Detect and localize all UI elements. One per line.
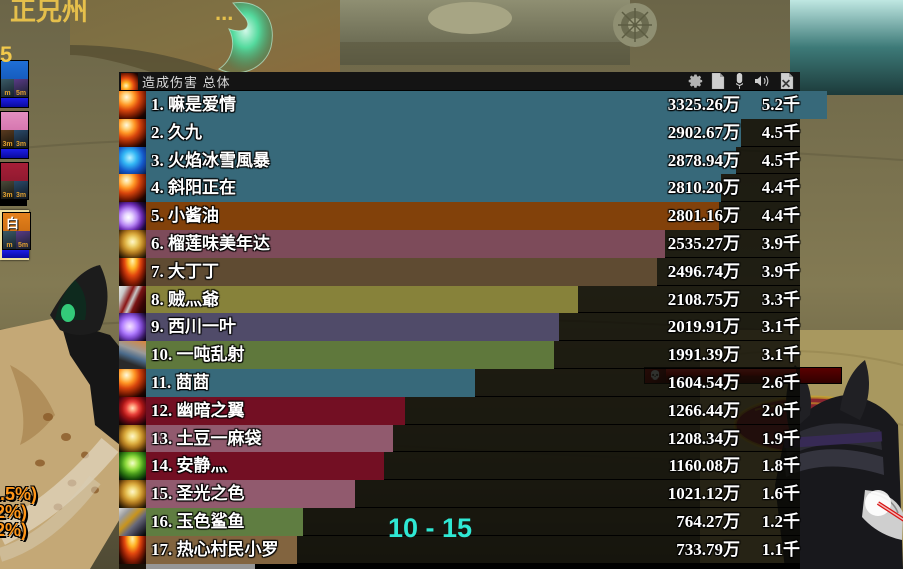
svg-text:...: ... (215, 0, 233, 25)
svg-text:正兄州: 正兄州 (10, 0, 88, 26)
